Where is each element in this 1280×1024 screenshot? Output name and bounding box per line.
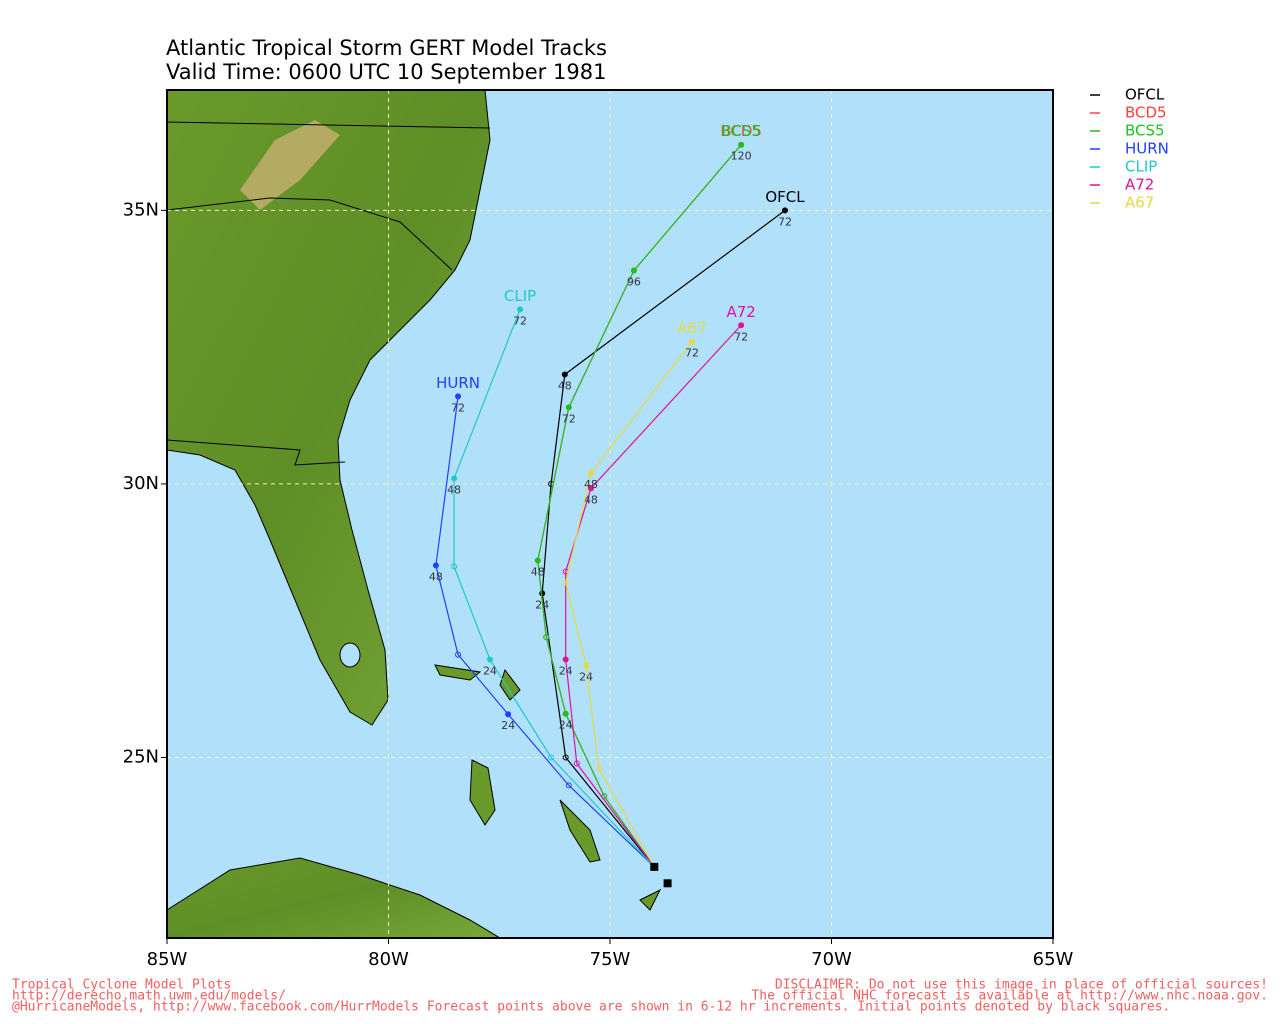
y-tick-label: 30N: [123, 473, 159, 494]
x-tick-label: 70W: [811, 949, 852, 970]
state-lines: [167, 121, 491, 466]
legend-entry: BCD5: [1125, 104, 1167, 122]
hour-label: 72: [513, 314, 527, 327]
hour-label: 72: [685, 347, 699, 360]
track-point: [583, 662, 590, 669]
hour-label: 96: [627, 276, 641, 289]
hour-label: 24: [501, 719, 515, 732]
map: [167, 90, 1053, 938]
legend-entry: A67: [1125, 194, 1154, 212]
track-point: [565, 404, 572, 411]
track-point: [688, 338, 695, 345]
track-point: [587, 469, 594, 476]
track-point: [451, 475, 458, 482]
legend-entry: OFCL: [1125, 86, 1165, 104]
track-line: [435, 396, 655, 868]
track-point: [432, 562, 439, 569]
track-point: [738, 322, 745, 329]
track-point: [573, 760, 580, 767]
title: Atlantic Tropical Storm GERT Model Track…: [166, 36, 607, 60]
hour-label: 72: [451, 401, 465, 414]
hour-label: 48: [584, 478, 598, 491]
x-tick-label: 75W: [590, 949, 631, 970]
footer-left: http://derecho.math.uwm.edu/models/: [12, 989, 286, 1004]
footer-right: DISCLAIMER: Do not use this image in pla…: [775, 978, 1268, 993]
track-point: [534, 557, 541, 564]
hour-label: 24: [483, 665, 497, 678]
track-name: A72: [726, 303, 755, 321]
track-point: [548, 754, 555, 761]
hour-label: 48: [558, 379, 572, 392]
y-tick-label: 35N: [123, 199, 159, 220]
track-point: [455, 393, 462, 400]
track-point: [561, 371, 568, 378]
track-point: [486, 656, 493, 663]
track-name: HURN: [436, 374, 480, 392]
bahamas: [434, 664, 662, 911]
track-point: [517, 306, 524, 313]
initial-point: [663, 879, 672, 888]
lake: [339, 642, 361, 668]
hour-label: 120: [731, 150, 752, 163]
footer-right: The official NHC forecast is available a…: [751, 989, 1268, 1004]
track-line: [537, 144, 742, 868]
hour-label: 48: [429, 570, 443, 583]
us-coast: [167, 90, 491, 726]
initial-point: [650, 862, 659, 871]
x-tick-label: 80W: [368, 949, 409, 970]
track-point: [595, 765, 602, 772]
track-name: A67: [677, 319, 706, 337]
track-point: [539, 590, 546, 597]
track-point: [562, 579, 569, 586]
track-point: [562, 656, 569, 663]
track-line: [453, 309, 655, 868]
hour-label: 72: [734, 330, 748, 343]
hour-label: 48: [584, 493, 598, 506]
x-tick-label: 85W: [147, 949, 188, 970]
legend-entry: A72: [1125, 176, 1154, 194]
footer-left: @HurricaneModels, http://www.facebook.co…: [12, 1000, 1170, 1015]
track-point: [543, 634, 550, 641]
track-point: [562, 754, 569, 761]
cuba: [167, 857, 501, 938]
track-point: [738, 141, 745, 148]
footer-left: Tropical Cyclone Model Plots: [12, 978, 231, 993]
track-name: BCD5: [720, 122, 762, 140]
track-name: OFCL: [765, 188, 805, 206]
hour-label: 72: [562, 412, 576, 425]
hour-label: 24: [559, 719, 573, 732]
track-point: [630, 267, 637, 274]
legend-entry: BCS5: [1125, 122, 1165, 140]
y-tick-label: 25N: [123, 746, 159, 767]
hour-label: 24: [559, 665, 573, 678]
track-line: [565, 324, 742, 868]
hour-label: 48: [447, 483, 461, 496]
track-point: [565, 782, 572, 789]
track-point: [562, 710, 569, 717]
legend-entry: HURN: [1125, 140, 1169, 158]
track-point: [455, 651, 462, 658]
legend-entry: CLIP: [1125, 158, 1157, 176]
subtitle: Valid Time: 0600 UTC 10 September 1981: [166, 60, 606, 84]
track-line: [541, 209, 786, 868]
hour-label: 72: [778, 215, 792, 228]
x-tick-label: 65W: [1033, 949, 1074, 970]
hour-label: 48: [531, 566, 545, 579]
track-name: CLIP: [504, 287, 536, 305]
mountains: [240, 120, 340, 210]
hour-label: 24: [579, 671, 593, 684]
track-point: [587, 485, 594, 492]
track-point: [781, 207, 788, 214]
track-line: [565, 341, 693, 868]
track-name: BCS5: [721, 122, 761, 140]
track-point: [451, 563, 458, 570]
track-point: [505, 711, 512, 718]
